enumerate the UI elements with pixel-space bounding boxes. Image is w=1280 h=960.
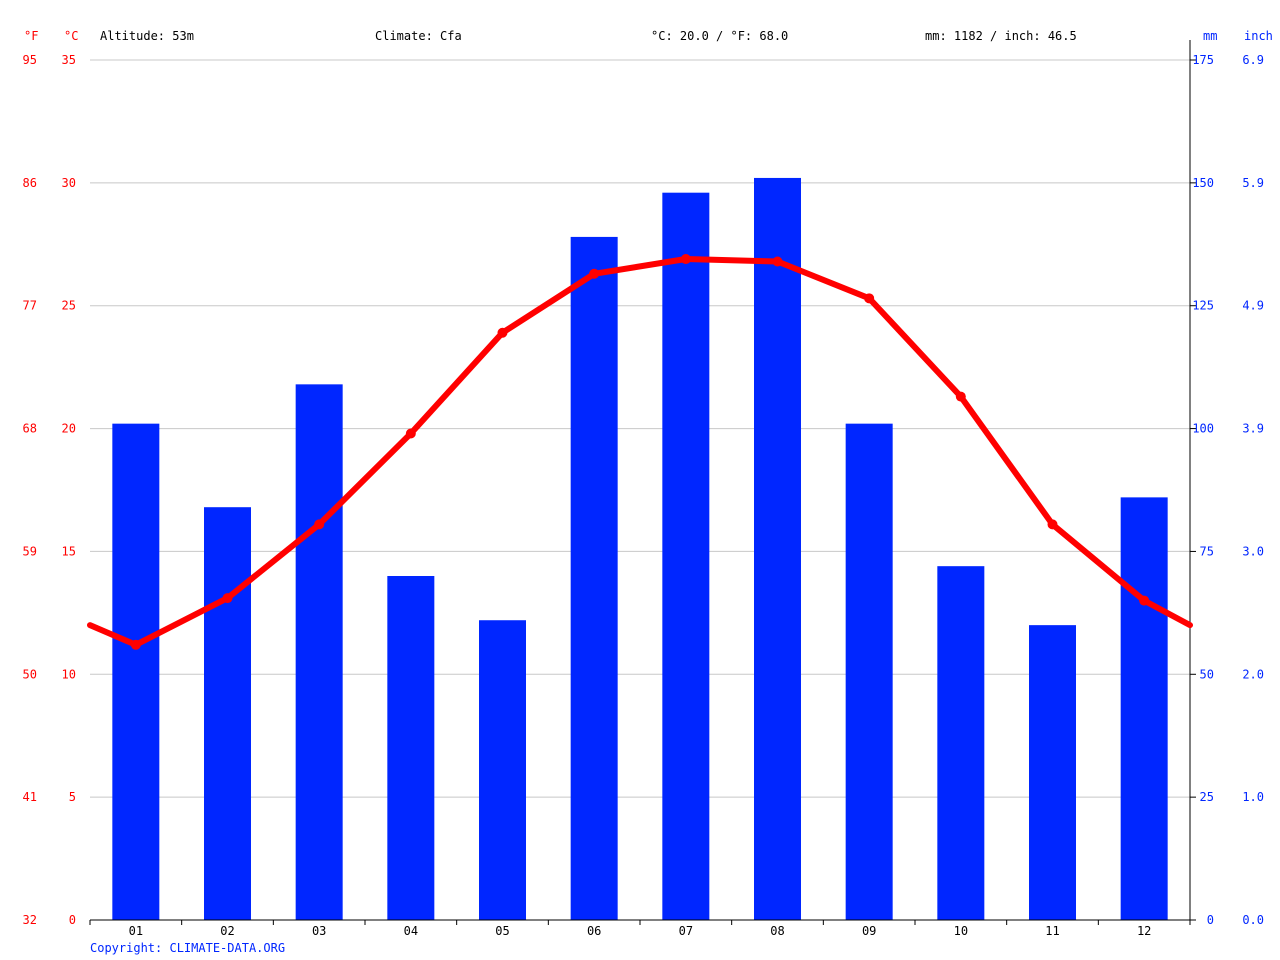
- temperature-point: [222, 593, 233, 604]
- mm-tick-label: 175: [1192, 53, 1214, 67]
- mm-tick-label: 0: [1207, 913, 1214, 927]
- temperature-point: [314, 519, 325, 530]
- month-label: 07: [679, 924, 693, 938]
- unit-fahrenheit-label: °F: [24, 29, 39, 43]
- month-label: 01: [129, 924, 143, 938]
- mm-tick-label: 125: [1192, 299, 1214, 313]
- precipitation-bar: [204, 507, 251, 920]
- fahrenheit-tick-label: 59: [23, 544, 37, 558]
- inch-tick-label: 0.0: [1242, 913, 1264, 927]
- celsius-tick-label: 0: [69, 913, 76, 927]
- celsius-tick-label: 15: [62, 544, 76, 558]
- celsius-tick-label: 35: [62, 53, 76, 67]
- temperature-point: [772, 256, 783, 267]
- inch-tick-label: 2.0: [1242, 667, 1264, 681]
- fahrenheit-tick-label: 50: [23, 667, 37, 681]
- temperature-point: [1139, 595, 1150, 606]
- mm-tick-label: 75: [1200, 544, 1214, 558]
- unit-celsius-label: °C: [64, 29, 79, 43]
- mm-tick-label: 100: [1192, 422, 1214, 436]
- mm-tick-label: 25: [1200, 790, 1214, 804]
- celsius-tick-label: 20: [62, 422, 76, 436]
- inch-tick-label: 4.9: [1242, 299, 1264, 313]
- inch-tick-label: 5.9: [1242, 176, 1264, 190]
- precipitation-total-label: mm: 1182 / inch: 46.5: [925, 29, 1077, 43]
- inch-tick-label: 3.0: [1242, 544, 1264, 558]
- month-label: 09: [862, 924, 876, 938]
- precipitation-bar: [754, 177, 801, 920]
- fahrenheit-tick-label: 41: [23, 790, 37, 804]
- precipitation-bar: [1029, 625, 1076, 920]
- celsius-tick-label: 25: [62, 299, 76, 313]
- temperature-line: [87, 256, 1193, 648]
- inch-tick-label: 1.0: [1242, 790, 1264, 804]
- temperature-point: [405, 428, 416, 439]
- month-label: 05: [495, 924, 509, 938]
- month-label: 03: [312, 924, 326, 938]
- celsius-tick-label: 5: [69, 790, 76, 804]
- month-label: 11: [1045, 924, 1059, 938]
- temperature-point: [1047, 519, 1058, 530]
- precipitation-bar: [295, 384, 343, 920]
- temperature-point: [589, 268, 600, 279]
- temperature-point: [864, 293, 875, 304]
- precipitation-bar: [479, 620, 526, 920]
- temperature-point: [497, 327, 508, 338]
- copyright-label: Copyright: CLIMATE-DATA.ORG: [90, 941, 286, 955]
- climate-label: Climate: Cfa: [375, 29, 462, 43]
- mm-tick-label: 50: [1200, 667, 1214, 681]
- fahrenheit-tick-label: 77: [23, 299, 37, 313]
- precipitation-bar: [112, 423, 160, 920]
- fahrenheit-tick-label: 68: [23, 422, 37, 436]
- celsius-tick-label: 30: [62, 176, 76, 190]
- unit-inch-label: inch: [1244, 29, 1273, 43]
- precipitation-bar: [937, 566, 985, 920]
- inch-tick-label: 3.9: [1242, 422, 1264, 436]
- month-label: 12: [1137, 924, 1151, 938]
- precipitation-bar: [1120, 497, 1168, 920]
- mm-tick-label: 150: [1192, 176, 1214, 190]
- inch-tick-label: 6.9: [1242, 53, 1264, 67]
- celsius-tick-label: 10: [62, 667, 76, 681]
- temperature-point: [680, 254, 691, 265]
- temperature-point: [130, 639, 141, 650]
- month-label: 10: [954, 924, 968, 938]
- precipitation-bar: [845, 423, 893, 920]
- precipitation-bar: [662, 192, 710, 920]
- fahrenheit-tick-label: 32: [23, 913, 37, 927]
- unit-mm-label: mm: [1203, 29, 1218, 43]
- month-label: 08: [770, 924, 784, 938]
- precipitation-bar: [387, 576, 435, 920]
- month-label: 06: [587, 924, 601, 938]
- precipitation-bar: [570, 236, 618, 920]
- month-label: 04: [404, 924, 418, 938]
- fahrenheit-tick-label: 95: [23, 53, 37, 67]
- month-label: 02: [220, 924, 234, 938]
- temperature-point: [955, 391, 966, 402]
- temperature-average-label: °C: 20.0 / °F: 68.0: [651, 29, 789, 43]
- altitude-label: Altitude: 53m: [100, 29, 194, 43]
- fahrenheit-tick-label: 86: [23, 176, 37, 190]
